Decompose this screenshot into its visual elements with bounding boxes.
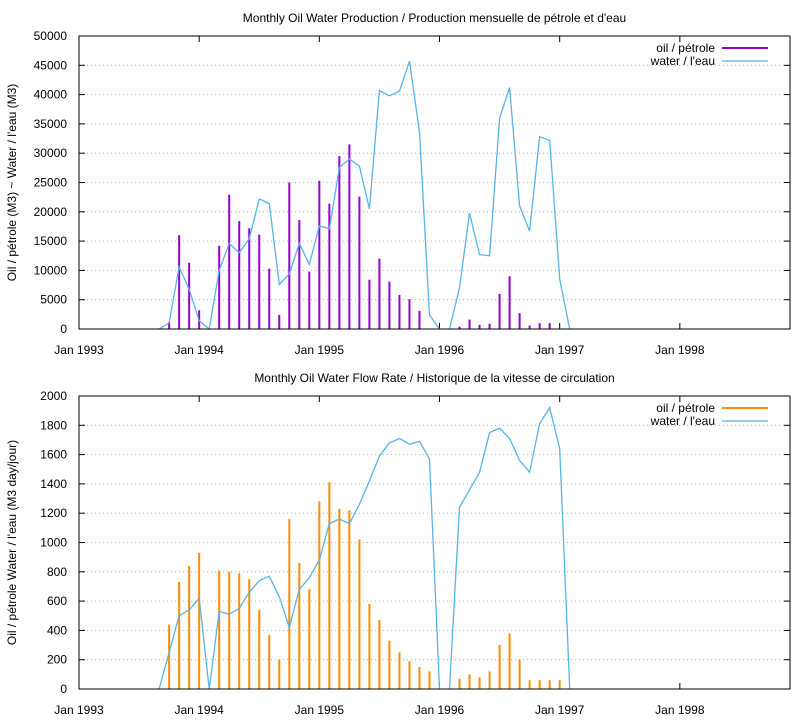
y-tick-label: 1600: [40, 448, 67, 462]
legend-label: oil / pétrole: [656, 41, 715, 55]
y-tick-label: 800: [47, 565, 67, 579]
y-tick-label: 0: [60, 322, 67, 336]
y-tick-label: 10000: [34, 263, 68, 277]
x-tick-label: Jan 1998: [655, 343, 705, 357]
water-line: [448, 87, 571, 330]
legend-label: water / l'eau: [650, 54, 715, 68]
water-line: [158, 437, 441, 690]
y-tick-label: 1400: [40, 477, 67, 491]
y-tick-label: 30000: [34, 146, 68, 160]
chart-panel-1: Monthly Oil Water Production / Productio…: [5, 11, 791, 357]
x-tick-label: Jan 1998: [655, 703, 705, 717]
x-tick-label: Jan 1995: [295, 343, 345, 357]
y-tick-label: 2000: [40, 389, 67, 403]
x-tick-label: Jan 1994: [174, 703, 224, 717]
x-tick-label: Jan 1993: [54, 343, 104, 357]
plot-frame: [78, 395, 791, 690]
y-tick-label: 20000: [34, 205, 68, 219]
y-tick-label: 15000: [34, 234, 68, 248]
y-axis-label: Oil / pétrole (M3) ~ Water / l'eau (M3): [5, 84, 19, 282]
legend-label: oil / pétrole: [656, 401, 715, 415]
water-line: [448, 406, 571, 690]
y-axis-label: Oil / pétrole Water / l'eau (M3 day/jour…: [5, 440, 19, 645]
y-tick-label: 35000: [34, 117, 68, 131]
y-tick-label: 40000: [34, 88, 68, 102]
y-tick-label: 1200: [40, 506, 67, 520]
x-tick-label: Jan 1996: [415, 703, 465, 717]
y-tick-label: 25000: [34, 176, 68, 190]
chart-title: Monthly Oil Water Production / Productio…: [243, 11, 626, 25]
chart-panel-2: Monthly Oil Water Flow Rate / Historique…: [5, 371, 791, 717]
chart-title: Monthly Oil Water Flow Rate / Historique…: [254, 371, 614, 385]
plot-frame: [78, 35, 791, 330]
legend-label: water / l'eau: [650, 414, 715, 428]
x-tick-label: Jan 1994: [174, 343, 224, 357]
y-tick-label: 45000: [34, 58, 68, 72]
x-tick-label: Jan 1997: [535, 703, 585, 717]
y-tick-label: 600: [47, 594, 67, 608]
y-tick-label: 0: [60, 682, 67, 696]
y-tick-label: 400: [47, 623, 67, 637]
x-tick-label: Jan 1997: [535, 343, 585, 357]
y-tick-label: 200: [47, 653, 67, 667]
y-tick-label: 5000: [40, 293, 67, 307]
x-tick-label: Jan 1993: [54, 703, 104, 717]
y-tick-label: 50000: [34, 29, 68, 43]
y-tick-label: 1800: [40, 418, 67, 432]
x-tick-label: Jan 1996: [415, 343, 465, 357]
x-tick-label: Jan 1995: [295, 703, 345, 717]
water-line: [158, 60, 441, 331]
y-tick-label: 1000: [40, 536, 67, 550]
